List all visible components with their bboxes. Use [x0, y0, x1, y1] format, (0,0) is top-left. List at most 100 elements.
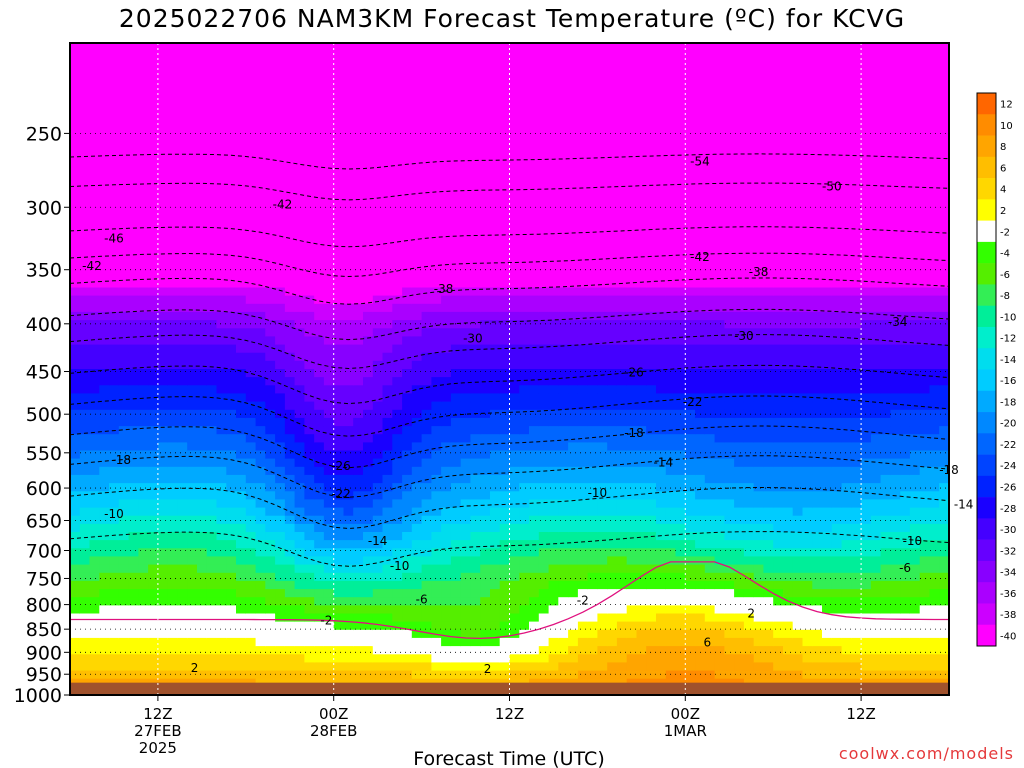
- field-cell: [470, 59, 481, 69]
- field-cell: [275, 629, 286, 639]
- field-cell: [490, 621, 501, 631]
- field-cell: [519, 59, 530, 69]
- field-cell: [470, 230, 481, 240]
- field-cell: [558, 556, 569, 566]
- field-cell: [402, 654, 413, 663]
- field-cell: [490, 499, 501, 509]
- field-cell: [109, 621, 120, 631]
- field-cell: [431, 222, 442, 231]
- field-cell: [294, 385, 305, 394]
- field-cell: [323, 434, 335, 443]
- field-cell: [519, 295, 530, 305]
- field-cell: [656, 637, 667, 647]
- field-cell: [255, 548, 266, 557]
- field-cell: [275, 393, 286, 403]
- field-cell: [392, 523, 403, 533]
- field-cell: [568, 637, 579, 647]
- field-cell: [372, 369, 384, 378]
- field-cell: [128, 515, 139, 525]
- field-cell: [372, 51, 384, 60]
- field-cell: [275, 466, 286, 476]
- field-cell: [118, 303, 130, 313]
- field-cell: [529, 230, 540, 240]
- field-cell: [255, 597, 266, 606]
- field-cell: [626, 124, 638, 134]
- field-cell: [128, 181, 139, 191]
- field-cell: [294, 580, 305, 590]
- field-cell: [431, 189, 442, 199]
- field-cell: [197, 148, 208, 158]
- field-cell: [382, 67, 393, 77]
- field-cell: [392, 344, 403, 354]
- field-cell: [275, 499, 286, 509]
- field-cell: [206, 214, 218, 223]
- field-cell: [333, 295, 345, 305]
- field-cell: [245, 613, 257, 623]
- field-cell: [372, 532, 384, 541]
- field-cell: [167, 548, 179, 557]
- field-cell: [265, 401, 276, 411]
- field-cell: [323, 140, 335, 150]
- field-cell: [616, 328, 628, 338]
- field-cell: [343, 83, 354, 93]
- field-cell: [587, 523, 598, 533]
- field-cell: [323, 499, 335, 509]
- field-cell: [226, 100, 237, 109]
- field-cell: [392, 426, 403, 435]
- field-cell: [675, 51, 686, 60]
- field-cell: [656, 369, 667, 378]
- field-cell: [656, 91, 667, 101]
- field-cell: [568, 499, 579, 509]
- field-cell: [636, 336, 647, 346]
- field-cell: [529, 132, 540, 142]
- field-cell: [363, 303, 374, 313]
- field-cell: [509, 59, 520, 69]
- field-cell: [109, 75, 120, 85]
- field-cell: [421, 564, 432, 574]
- field-cell: [167, 230, 179, 240]
- field-cell: [148, 458, 159, 468]
- field-cell: [363, 491, 374, 500]
- field-cell: [597, 100, 608, 109]
- field-cell: [441, 279, 452, 289]
- field-cell: [421, 222, 432, 231]
- field-cell: [490, 474, 501, 484]
- field-cell: [128, 206, 139, 215]
- field-cell: [450, 271, 462, 280]
- field-cell: [148, 564, 159, 574]
- field-cell: [314, 654, 325, 663]
- field-cell: [245, 303, 257, 313]
- field-cell: [411, 165, 423, 175]
- field-cell: [304, 548, 315, 557]
- field-cell: [499, 548, 511, 557]
- field-cell: [490, 165, 501, 175]
- field-cell: [626, 148, 638, 158]
- field-cell: [538, 157, 550, 166]
- field-cell: [626, 254, 638, 264]
- field-cell: [548, 360, 559, 370]
- field-cell: [646, 132, 657, 142]
- field-cell: [314, 597, 325, 606]
- field-cell: [294, 59, 305, 69]
- field-cell: [372, 654, 384, 663]
- field-cell: [138, 59, 149, 69]
- field-cell: [529, 311, 540, 321]
- field-cell: [616, 75, 628, 85]
- field-cell: [226, 67, 237, 77]
- field-cell: [480, 646, 491, 655]
- field-cell: [323, 621, 335, 631]
- field-cell: [616, 83, 628, 93]
- field-cell: [392, 287, 403, 297]
- field-cell: [294, 605, 305, 615]
- field-cell: [372, 320, 384, 329]
- field-cell: [79, 189, 91, 199]
- field-cell: [128, 377, 139, 386]
- field-cell: [480, 360, 491, 370]
- field-cell: [548, 197, 559, 207]
- field-cell: [284, 263, 296, 272]
- field-cell: [167, 662, 179, 672]
- field-cell: [226, 165, 237, 175]
- field-cell: [363, 279, 374, 289]
- field-cell: [314, 613, 325, 623]
- field-cell: [343, 230, 354, 240]
